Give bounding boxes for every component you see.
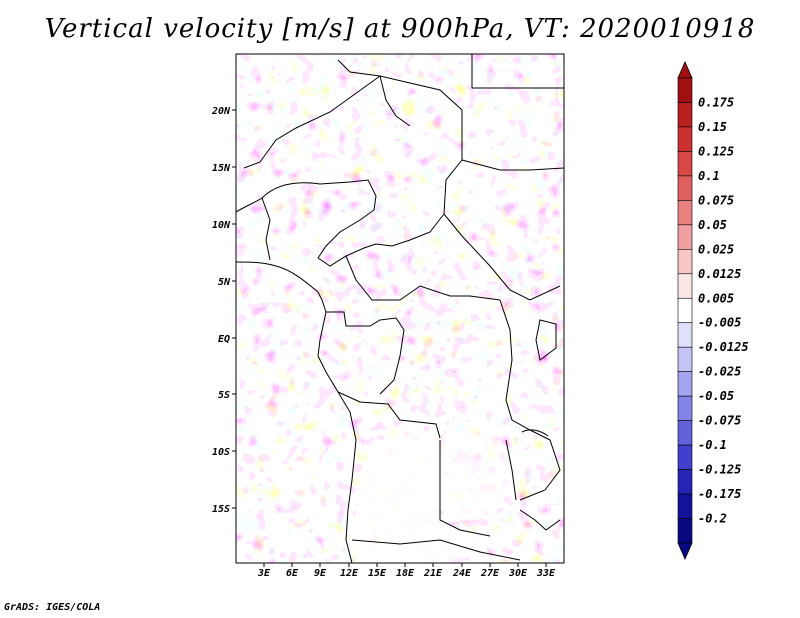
colorbar-segment [677,493,693,519]
colorbar-segment [677,102,693,128]
border-line [519,509,561,531]
lon-label: 21E [423,568,443,579]
map-title: Vertical velocity [m/s] at 900hPa, VT: 2… [44,14,756,44]
calm-region [350,440,490,563]
lon-label: 15E [368,568,387,579]
lat-label: 5N [218,277,231,288]
calm-region [430,430,520,520]
longitude-axis: 3E 6E 9E 12E 15E 18E 21E 24E 27E 30E 33E [257,568,556,579]
border-line [499,299,561,501]
border-line [379,75,411,127]
colorbar-label: 0.1 [698,169,720,183]
axis-ticks [232,109,547,567]
border-line [521,429,549,437]
colorbar-segment [677,469,693,495]
colorbar-label: 0.125 [698,144,734,158]
colorbar-top-arrow [677,61,693,79]
lon-label: 24E [452,568,472,579]
colorbar-label: 0.15 [698,120,727,134]
lat-label: 5S [218,390,230,401]
lon-label: 6E [286,568,299,579]
colorbar-label: 0.075 [698,193,734,207]
colorbar-label: -0.05 [698,389,734,403]
lake-tanganyika [505,439,517,501]
country-borders [236,54,564,563]
lat-label: 20N [211,106,231,117]
colorbar-label: -0.1 [698,438,727,452]
border-line [345,255,501,301]
colorbar-segment [677,249,693,275]
border-line [337,391,441,439]
colorbar-segment [677,346,693,372]
colorbar-label: -0.2 [698,512,727,526]
software-credit: GrADS: IGES/COLA [4,602,101,613]
border-line [461,159,564,171]
border-line [236,179,377,259]
colorbar-segment [677,200,693,226]
lon-label: 18E [396,568,415,579]
colorbar-segment [677,126,693,152]
colorbar-segment [677,224,693,250]
lon-label: 30E [508,568,528,579]
colorbar-label: 0.05 [698,218,727,232]
colorbar-segment [677,175,693,201]
colorbar-label: -0.125 [698,463,741,477]
colorbar-label: -0.025 [698,365,741,379]
colorbar-segment [677,444,693,470]
colorbar-label: -0.175 [698,487,741,501]
lon-label: 3E [257,568,271,579]
colorbar-segment [677,420,693,446]
atlantic-coastline [236,261,357,563]
lat-label: 15N [212,163,231,174]
latitude-axis: 20N 15N 10N 5N EQ 5S 10S 15S [211,106,231,515]
colorbar-bottom-arrow [677,542,693,560]
lon-label: 12E [340,568,359,579]
colorbar-segment [677,371,693,397]
lon-label: 33E [536,568,556,579]
border-line [261,197,271,261]
colorbar-label: 0.0125 [698,267,741,281]
colorbar-segment [677,395,693,421]
border-line [337,59,381,77]
lon-label: 9E [314,568,327,579]
colorbar-segment [677,151,693,177]
colorbar-segment [677,297,693,324]
lon-label: 27E [480,568,500,579]
colorbar-label: 0.005 [698,291,734,305]
lat-label: 15S [212,504,230,515]
colorbar-label: -0.0125 [698,340,749,354]
lat-label: EQ [218,334,230,345]
border-line [243,75,463,267]
border-line [471,54,564,89]
lat-label: 10N [212,220,231,231]
colorbar-label: -0.005 [698,316,741,330]
map-panel [235,53,565,564]
colorbar: 0.175 0.15 0.125 0.1 0.075 0.05 0.025 0.0125 0.0… [677,61,749,560]
map-frame [235,53,565,564]
lat-label: 10S [212,447,230,458]
border-line [439,440,491,537]
border-line [443,213,561,301]
colorbar-segment [677,77,693,103]
colorbar-label: 0.025 [698,242,734,256]
colorbar-segment [677,322,693,348]
colorbar-label: 0.175 [698,95,734,109]
lake-victoria [535,319,557,361]
colorbar-segment [677,273,693,299]
border-line [351,539,521,561]
border-line [326,311,405,395]
colorbar-label: -0.075 [698,414,741,428]
colorbar-segment [677,518,693,544]
